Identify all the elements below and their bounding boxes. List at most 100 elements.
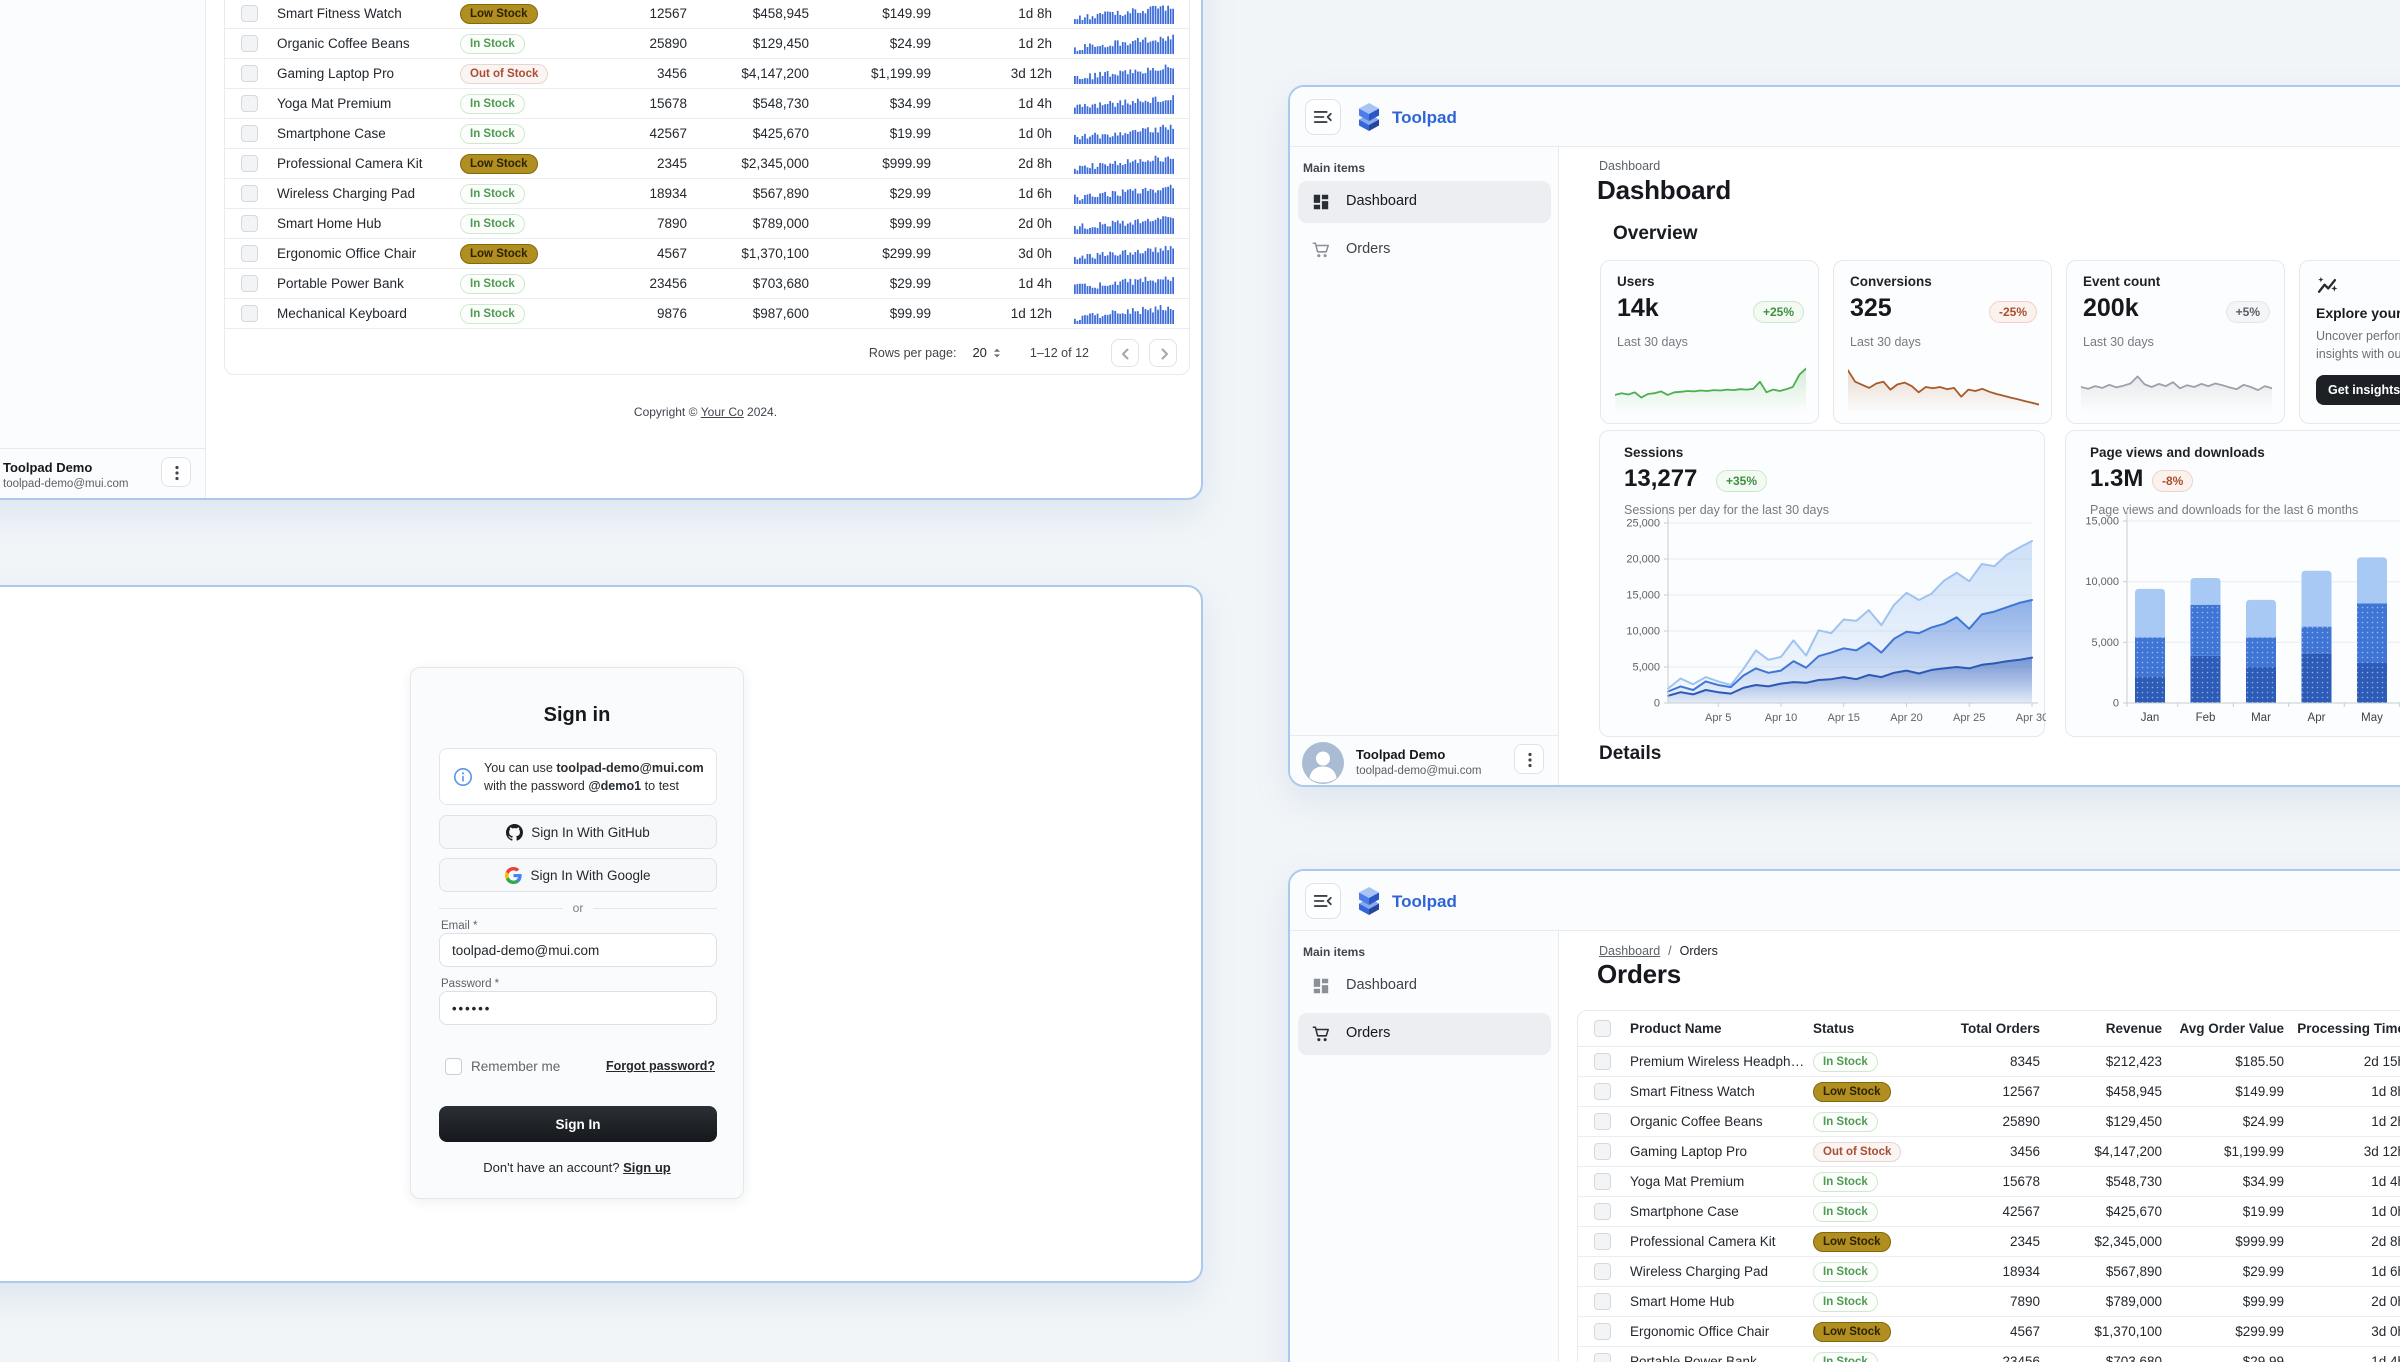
cell-revenue: $703,680 [752,276,809,291]
weekly-volume-sparkline [1074,245,1174,264]
account-menu-button[interactable] [1514,744,1544,774]
sidebar-collapse-button[interactable] [1305,99,1341,135]
row-checkbox[interactable] [1594,1053,1611,1070]
google-signin-label: Sign In With Google [530,867,651,883]
svg-text:Apr 10: Apr 10 [1765,712,1797,724]
cell-avg-order-value: $99.99 [889,216,931,231]
more-vertical-icon [1528,752,1532,768]
pagination-range: 1–12 of 12 [1029,345,1089,360]
row-checkbox[interactable] [241,155,258,172]
cell-avg-order-value: $34.99 [889,96,931,111]
row-checkbox[interactable] [1594,1203,1611,1220]
column-header-total-orders: Total Orders [1960,1021,2040,1036]
status-chip: Low Stock [1813,1082,1891,1102]
get-insights-button[interactable]: Get insights [2316,375,2400,405]
menu-open-icon [1313,895,1332,907]
row-checkbox[interactable] [1594,1173,1611,1190]
status-chip: Out of Stock [1813,1142,1902,1162]
copyright-link[interactable]: Your Co [700,405,744,419]
signin-title: Sign in [543,704,611,726]
svg-text:Apr 20: Apr 20 [1890,712,1922,724]
next-page-button[interactable] [1149,338,1177,367]
select-caret-icon [993,348,1000,357]
users-spark [1615,367,1806,413]
cell-processing-time: 1d 4h [2371,1354,2400,1362]
weekly-volume-sparkline [1074,64,1174,84]
svg-text:15,000: 15,000 [1626,590,1660,602]
cell-total-orders: 7890 [2009,1294,2040,1309]
kpi-value: 325 [1850,294,1892,322]
row-checkbox[interactable] [241,65,258,82]
cell-processing-time: 1d 2h [2371,1114,2400,1129]
sidebar-collapse-button[interactable] [1305,883,1341,919]
status-chip: In Stock [460,34,525,54]
cell-product-name: Wireless Charging Pad [1630,1264,1769,1279]
row-checkbox[interactable] [1594,1323,1611,1340]
sessions-caption: Sessions per day for the last 30 days [1624,503,1829,517]
sidebar-item-dashboard[interactable]: Dashboard [1298,181,1551,223]
previous-page-button[interactable] [1111,338,1139,367]
cell-processing-time: 1d 12h [1010,306,1052,321]
kpi-card-users: Users 14k +25% Last 30 days [1600,260,1819,424]
svg-text:May: May [2361,712,2383,724]
divider-line [593,907,718,909]
row-checkbox[interactable] [241,305,258,322]
forgot-password-link[interactable]: Forgot password? [605,1059,715,1073]
google-signin-button[interactable]: Sign In With Google [439,858,717,892]
table-row: Smart Home Hub In Stock 7890 $789,000 $99.99… [1578,1287,2400,1317]
dashboard-icon [1313,978,1329,994]
cell-product-name: Professional Camera Kit [1630,1234,1776,1249]
row-checkbox[interactable] [1594,1143,1611,1160]
row-checkbox[interactable] [1594,1293,1611,1310]
sidebar-item-orders[interactable]: Orders [1298,1013,1551,1055]
row-checkbox[interactable] [241,245,258,262]
pageviews-caption: Page views and downloads for the last 6 … [2090,503,2359,517]
row-checkbox[interactable] [241,125,258,142]
select-all-checkbox[interactable] [1594,1020,1611,1037]
breadcrumb-current: Orders [1679,944,1718,958]
sidebar-item-orders[interactable]: Orders [1298,229,1551,271]
row-checkbox[interactable] [241,275,258,292]
github-signin-button[interactable]: Sign In With GitHub [439,815,717,849]
svg-text:Apr 15: Apr 15 [1827,712,1859,724]
cell-total-orders: 4567 [656,246,687,261]
table-row: Smartphone Case In Stock 42567 $425,670 $19.… [1578,1197,2400,1227]
row-checkbox[interactable] [1594,1083,1611,1100]
sidebar-item-dashboard[interactable]: Dashboard [1298,965,1551,1007]
sidebar-footer-divider [1290,735,1559,736]
row-checkbox[interactable] [1594,1353,1611,1362]
row-checkbox[interactable] [1594,1113,1611,1130]
cart-icon [1312,1026,1329,1042]
cell-processing-time: 2d 8h [2371,1234,2400,1249]
section-heading-details: Details [1599,743,1662,764]
divider-line [439,907,563,909]
row-checkbox[interactable] [241,5,258,22]
cell-total-orders: 8345 [2009,1054,2040,1069]
row-checkbox[interactable] [241,185,258,202]
email-label: Email * [441,920,478,932]
cell-product-name: Professional Camera Kit [277,156,423,171]
remember-checkbox[interactable] [445,1058,462,1075]
signup-link[interactable]: Sign up [623,1160,671,1175]
signin-submit-button[interactable]: Sign In [439,1106,717,1142]
svg-text:Apr: Apr [2308,712,2326,724]
table-row: Mechanical Keyboard In Stock 9876 $987,600 $… [225,299,1189,329]
row-checkbox[interactable] [241,95,258,112]
cell-avg-order-value: $24.99 [889,36,931,51]
hint-mid: with the password [484,778,589,793]
cell-total-orders: 23456 [649,276,687,291]
row-checkbox[interactable] [241,35,258,52]
account-menu-button[interactable] [161,457,191,487]
row-checkbox[interactable] [241,215,258,232]
password-field[interactable] [439,991,717,1025]
breadcrumb-link-dashboard[interactable]: Dashboard [1599,944,1661,958]
row-checkbox[interactable] [1594,1233,1611,1250]
pageviews-bar-chart: 0 5,000 10,000 15,000 Jan Feb Mar Apr May [2085,509,2400,724]
cell-avg-order-value: $1,199.99 [2223,1144,2284,1159]
rows-per-page-select[interactable]: 20 [972,345,1003,360]
row-checkbox[interactable] [1594,1263,1611,1280]
cell-total-orders: 12567 [2002,1084,2040,1099]
email-field[interactable] [439,933,717,967]
weekly-volume-sparkline [1074,124,1174,144]
